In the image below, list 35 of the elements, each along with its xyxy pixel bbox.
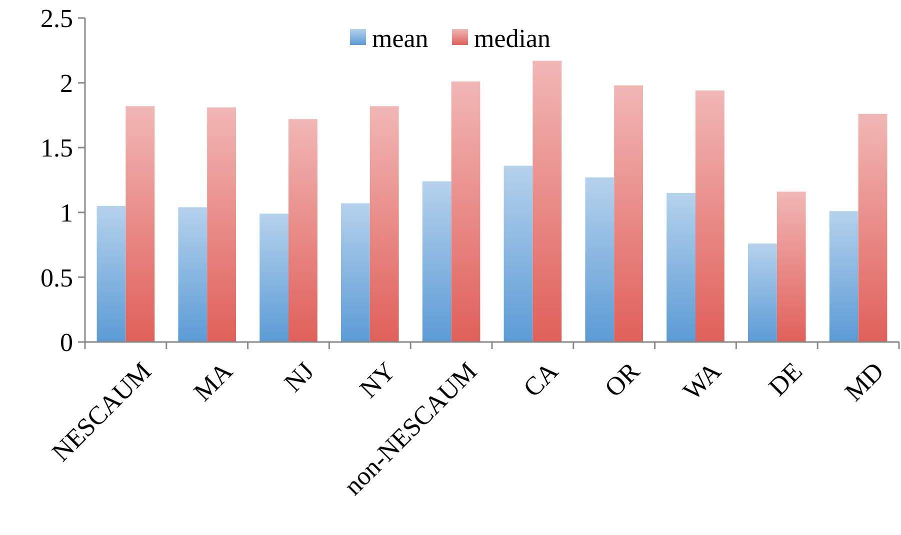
bar [614, 85, 643, 342]
bar [858, 114, 888, 342]
bar [585, 177, 614, 342]
bar [341, 203, 370, 342]
legend-label: median [474, 24, 551, 54]
x-tick-label: NJ [278, 356, 320, 398]
y-tick-label: 0 [60, 328, 73, 358]
bar [696, 90, 724, 342]
bar [96, 206, 126, 342]
bar [451, 82, 480, 342]
bar [126, 106, 155, 342]
y-tick-label: 1.5 [40, 134, 73, 163]
y-tick-label: 1 [60, 198, 73, 228]
bar [748, 244, 777, 342]
y-tick-label: 2 [60, 68, 73, 98]
x-tick-label: WA [678, 356, 727, 406]
bar [422, 181, 452, 342]
bar [370, 106, 399, 342]
legend-label: mean [372, 24, 428, 54]
x-tick-label: CA [518, 356, 564, 403]
y-tick-label: 0.5 [40, 263, 73, 292]
bar [829, 211, 858, 342]
bar [178, 207, 208, 342]
x-tick-label: MA [188, 356, 238, 407]
bar [260, 214, 288, 342]
bar [776, 192, 806, 342]
x-tick-label: OR [599, 356, 646, 403]
bar [532, 60, 562, 342]
bar [207, 107, 236, 342]
y-tick-label: 2.5 [40, 4, 73, 34]
bar [666, 192, 696, 342]
x-tick-label: MD [839, 356, 890, 407]
x-tick-label: DE [762, 356, 808, 402]
bar [288, 119, 318, 342]
bar [504, 166, 533, 342]
